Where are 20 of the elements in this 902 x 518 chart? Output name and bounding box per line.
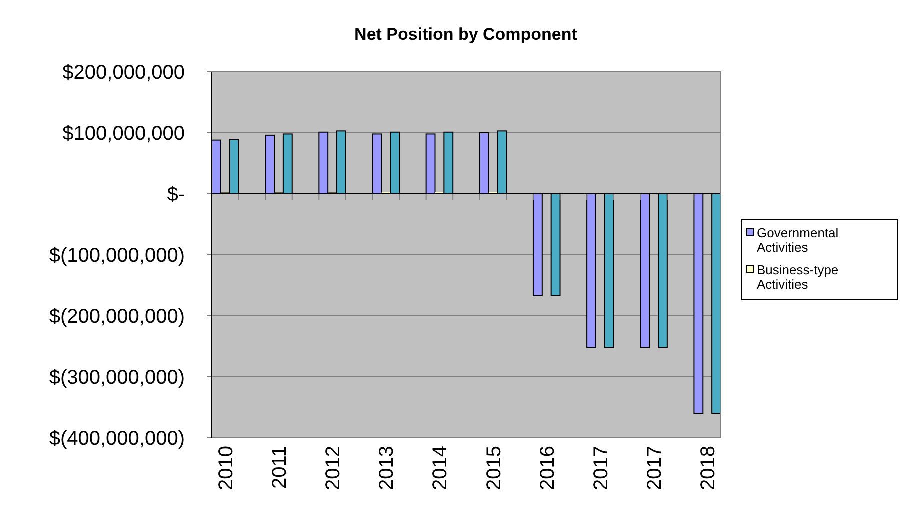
- y-tick-label: $(100,000,000): [49, 245, 185, 267]
- y-tick-label: $(400,000,000): [49, 428, 185, 450]
- legend-label: Governmental Activities: [757, 226, 839, 255]
- y-tick-label: $100,000,000: [62, 123, 185, 145]
- x-tick-label: 2015: [483, 446, 506, 490]
- chart-title: Net Position by Component: [354, 25, 578, 44]
- x-tick-label: 2018: [698, 446, 720, 490]
- x-tick-label: 2017: [644, 446, 666, 490]
- x-tick-label: 2013: [376, 446, 398, 490]
- legend-label: Business-type Activities: [757, 262, 839, 292]
- y-tick-label: $200,000,000: [62, 62, 185, 84]
- y-tick-label: $(200,000,000): [49, 306, 185, 328]
- x-tick-label: 2012: [322, 446, 345, 490]
- x-tick-label: 2016: [536, 446, 559, 490]
- x-tick-label: 2017: [590, 446, 612, 490]
- y-tick-label: $(300,000,000): [49, 367, 185, 389]
- x-tick-label: 2010: [215, 446, 238, 490]
- x-tick-label: 2011: [268, 446, 291, 490]
- y-tick-label: $-: [167, 184, 185, 206]
- x-tick-label: 2014: [430, 446, 452, 490]
